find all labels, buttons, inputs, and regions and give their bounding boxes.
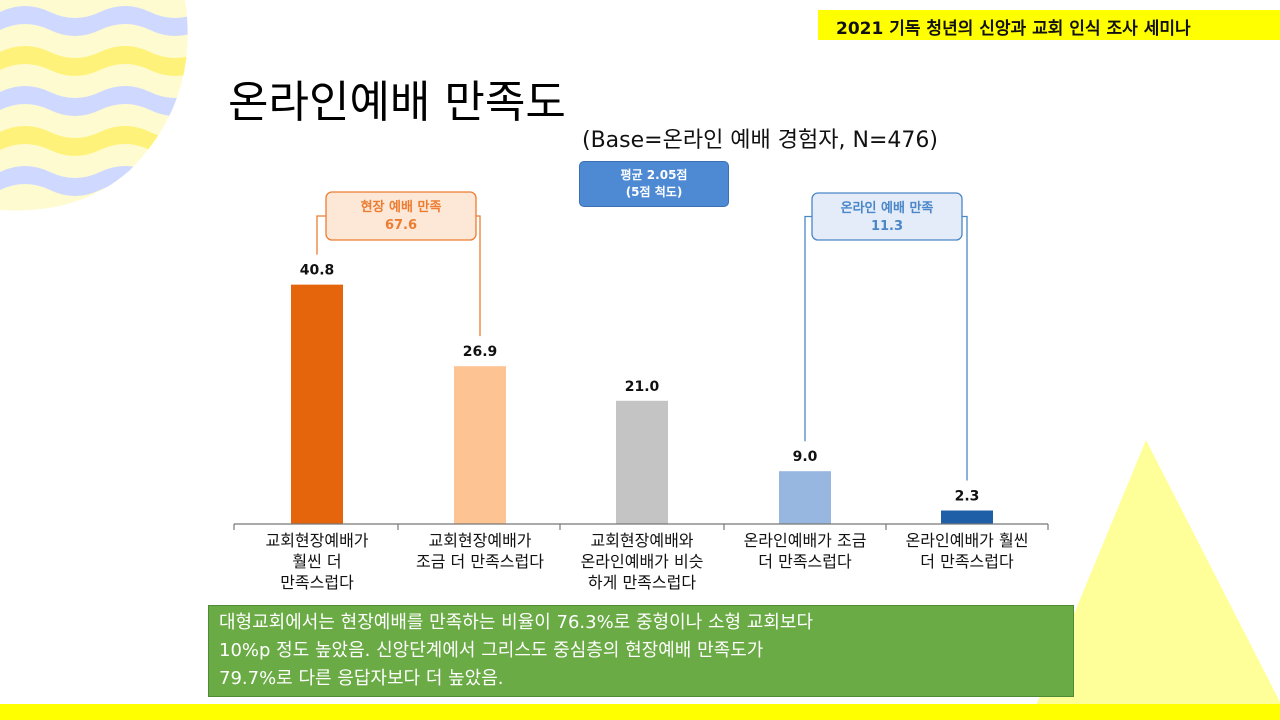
x-axis-ticks — [233, 524, 1049, 530]
triangle-decoration — [1030, 440, 1280, 720]
category-label-5: 더 만족스럽다 — [920, 552, 1014, 571]
note-line-1: 대형교회에서는 현장예배를 만족하는 비율이 76.3%로 중형이나 소형 교회… — [219, 612, 814, 633]
summary-note: 대형교회에서는 현장예배를 만족하는 비율이 76.3%로 중형이나 소형 교회… — [208, 605, 1074, 697]
category-label-1: 훨씬 더 — [292, 552, 341, 571]
group-label-2: 온라인 예배 만족 — [841, 200, 934, 216]
category-label-1: 교회현장예배가 — [265, 531, 368, 550]
group-box-1 — [325, 191, 477, 241]
bar-3 — [616, 400, 668, 524]
value-label-1: 40.8 — [300, 263, 335, 279]
header-title: 2021 기독 청년의 신앙과 교회 인식 조사 세미나 — [836, 19, 1191, 39]
average-score-scale: (5점 척도) — [625, 185, 683, 199]
value-label-3: 21.0 — [625, 379, 660, 395]
value-label-4: 9.0 — [793, 449, 818, 465]
wave-decoration — [0, 0, 188, 211]
bar-1 — [291, 284, 343, 524]
value-labels: 40.8 26.9 21.0 9.0 2.3 — [300, 263, 980, 505]
group-bracket-line-left — [804, 215, 812, 442]
category-label-3: 하게 만족스럽다 — [588, 573, 696, 592]
group-value-1: 67.6 — [385, 218, 417, 233]
note-line-3: 79.7%로 다른 응답자보다 더 높았음. — [219, 668, 504, 689]
group-brackets: 현장 예배 만족 67.6 온라인 예배 만족 11.3 — [316, 191, 968, 481]
group-label-1: 현장 예배 만족 — [361, 199, 442, 215]
base-subtitle: (Base=온라인 예배 경험자, N=476) — [582, 128, 938, 153]
category-label-3: 온라인예배가 비슷 — [581, 552, 704, 571]
value-label-2: 26.9 — [463, 344, 498, 360]
category-label-3: 교회현장예배와 — [590, 531, 693, 550]
bar-4 — [779, 471, 831, 524]
category-label-4: 온라인예배가 조금 — [744, 531, 867, 550]
bar-2 — [454, 366, 506, 524]
header-banner — [818, 10, 1280, 40]
category-label-2: 조금 더 만족스럽다 — [416, 552, 544, 571]
group-value-2: 11.3 — [871, 219, 903, 234]
average-score-value: 평균 2.05점 — [620, 168, 688, 182]
average-score-box: 평균 2.05점 (5점 척도) — [579, 161, 729, 207]
bar-5 — [941, 510, 993, 524]
group-box-2 — [811, 192, 963, 241]
category-label-2: 교회현장예배가 — [428, 531, 531, 550]
group-bracket-line-left — [316, 215, 326, 255]
group-bracket-line-right — [962, 215, 968, 481]
group-bracket-line-right — [476, 215, 481, 337]
category-label-4: 더 만족스럽다 — [758, 552, 852, 571]
category-label-1: 만족스럽다 — [280, 573, 354, 592]
page-title: 온라인예배 만족도 — [228, 77, 566, 128]
bottom-accent-bar — [0, 704, 1280, 720]
note-line-2: 10%p 정도 높았음. 신앙단계에서 그리스도 중심층의 현장예배 만족도가 — [219, 640, 764, 661]
bar-series — [291, 284, 993, 524]
value-label-5: 2.3 — [955, 489, 980, 505]
category-label-5: 온라인예배가 훨씬 — [906, 531, 1029, 550]
